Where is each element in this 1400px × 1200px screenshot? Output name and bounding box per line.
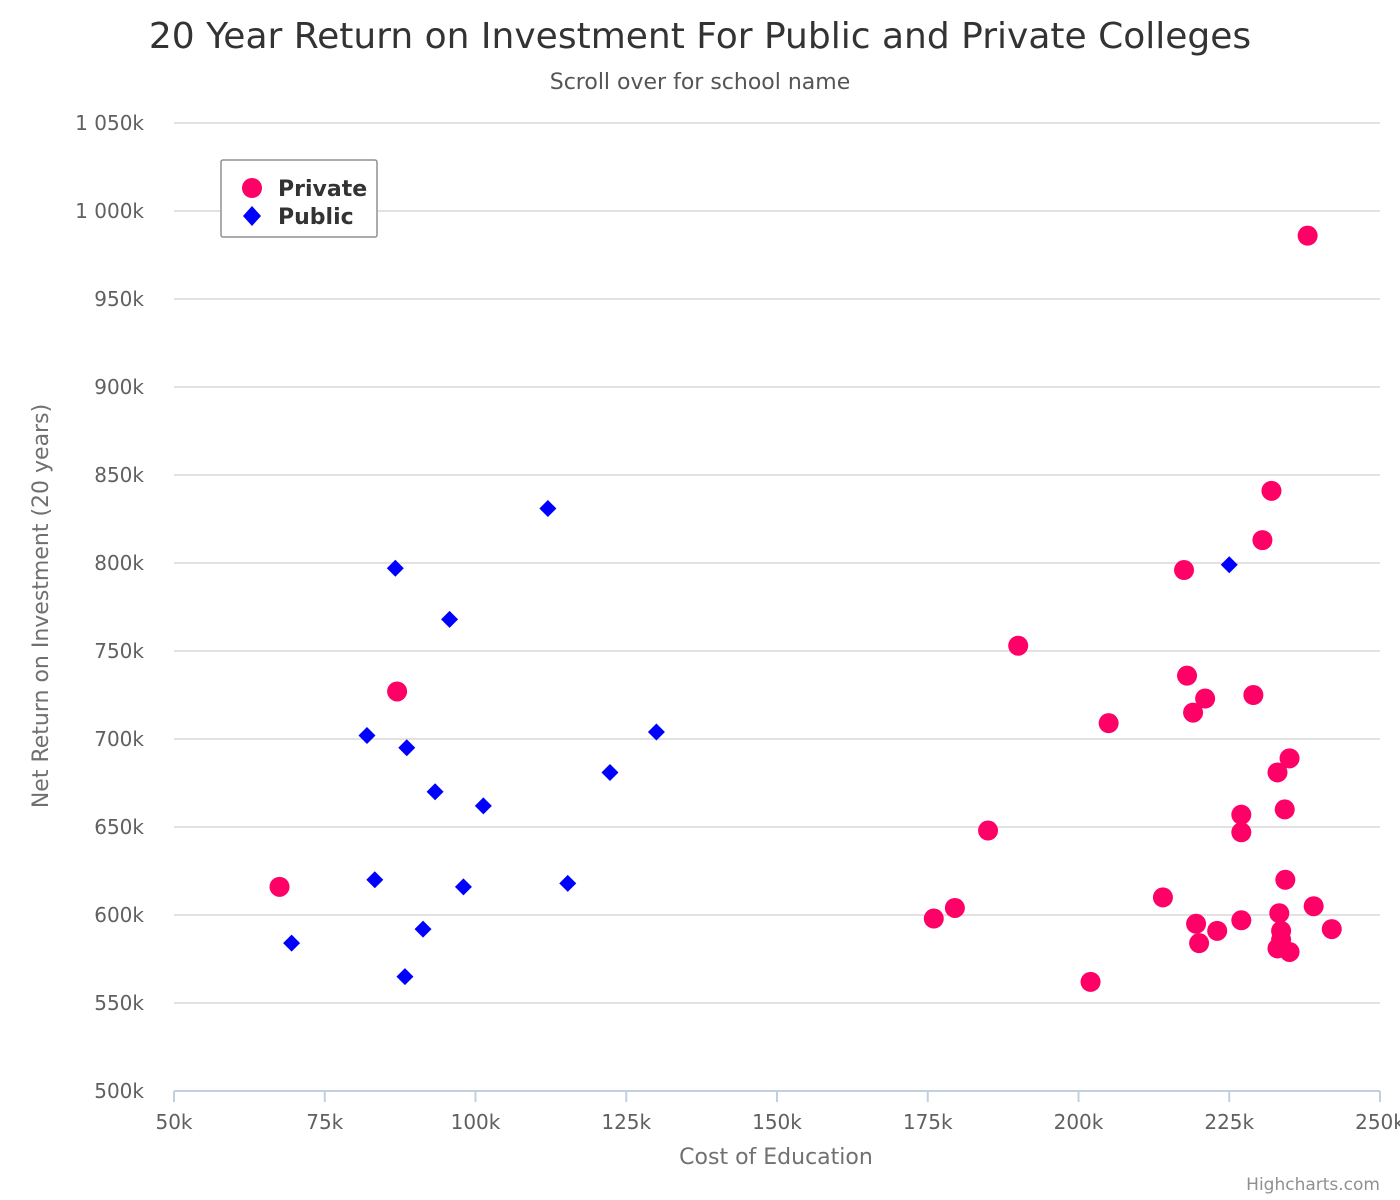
y-tick-label: 1 050k xyxy=(75,111,144,135)
x-tick-label: 250k xyxy=(1355,1110,1400,1134)
data-point-public[interactable] xyxy=(414,920,432,938)
x-tick-label: 100k xyxy=(451,1110,501,1134)
data-point-private[interactable] xyxy=(1098,713,1119,734)
series-private xyxy=(269,225,1342,992)
data-point-private[interactable] xyxy=(387,681,408,702)
data-point-public[interactable] xyxy=(601,763,619,781)
data-point-private[interactable] xyxy=(1080,971,1101,992)
x-axis xyxy=(173,1090,1381,1102)
y-tick-label: 900k xyxy=(94,375,144,399)
x-axis-title: Cost of Education xyxy=(679,1145,873,1170)
data-point-public[interactable] xyxy=(454,878,472,896)
legend-item-private[interactable]: Private xyxy=(242,177,367,202)
data-point-public[interactable] xyxy=(647,723,665,741)
data-point-private[interactable] xyxy=(1275,869,1296,890)
data-point-private[interactable] xyxy=(269,876,290,897)
data-point-private[interactable] xyxy=(1274,799,1295,820)
data-point-private[interactable] xyxy=(1231,910,1252,931)
data-point-private[interactable] xyxy=(923,908,944,929)
data-point-public[interactable] xyxy=(396,968,414,986)
y-tick-label: 850k xyxy=(94,463,144,487)
data-point-public[interactable] xyxy=(474,797,492,815)
data-point-private[interactable] xyxy=(1186,913,1207,934)
y-axis-title: Net Return on Investment (20 years) xyxy=(29,404,54,808)
y-tick-label: 650k xyxy=(94,815,144,839)
data-point-private[interactable] xyxy=(1183,702,1204,723)
legend: Private Public xyxy=(220,159,378,238)
y-tick-label: 950k xyxy=(94,287,144,311)
data-point-public[interactable] xyxy=(283,934,301,952)
x-tick-label: 75k xyxy=(306,1110,343,1134)
data-point-private[interactable] xyxy=(1207,920,1228,941)
data-point-private[interactable] xyxy=(1252,530,1273,551)
data-point-private[interactable] xyxy=(1152,887,1173,908)
data-point-public[interactable] xyxy=(366,871,384,889)
data-point-private[interactable] xyxy=(1297,225,1318,246)
data-point-private[interactable] xyxy=(1231,804,1252,825)
data-point-private[interactable] xyxy=(1174,560,1195,581)
x-tick-labels: 50k 75k 100k 125k 150k 175k 200k 225k 250k xyxy=(155,1110,1400,1134)
data-point-public[interactable] xyxy=(559,874,577,892)
y-tick-label: 600k xyxy=(94,903,144,927)
y-tick-label: 800k xyxy=(94,551,144,575)
y-tick-labels: 500k 550k 600k 650k 700k 750k 800k 850k 900k 950k… xyxy=(75,111,144,1103)
data-point-public[interactable] xyxy=(398,739,416,757)
data-point-public[interactable] xyxy=(358,726,376,744)
data-point-public[interactable] xyxy=(386,559,404,577)
x-tick-label: 200k xyxy=(1054,1110,1104,1134)
y-tick-label: 750k xyxy=(94,639,144,663)
y-gridlines xyxy=(174,122,1380,1004)
chart-title: 20 Year Return on Investment For Public … xyxy=(149,16,1251,57)
data-point-private[interactable] xyxy=(1269,903,1290,924)
series-layer xyxy=(269,225,1342,992)
x-tick-label: 150k xyxy=(752,1110,802,1134)
legend-item-public[interactable]: Public xyxy=(243,205,354,230)
data-point-private[interactable] xyxy=(1279,748,1300,769)
legend-public-marker xyxy=(243,206,261,226)
data-point-private[interactable] xyxy=(1279,941,1300,962)
data-point-private[interactable] xyxy=(1008,635,1029,656)
data-point-public[interactable] xyxy=(1220,556,1238,574)
data-point-private[interactable] xyxy=(1243,685,1264,705)
y-tick-label: 550k xyxy=(94,991,144,1015)
data-point-private[interactable] xyxy=(1195,688,1216,709)
y-tick-label: 1 000k xyxy=(75,199,144,223)
data-point-private[interactable] xyxy=(1321,919,1342,940)
data-point-public[interactable] xyxy=(539,499,557,517)
credits-link[interactable]: Highcharts.com xyxy=(1246,1175,1380,1195)
legend-private-marker xyxy=(242,178,262,198)
data-point-private[interactable] xyxy=(978,820,999,841)
x-tick-label: 175k xyxy=(903,1110,953,1134)
x-tick-label: 50k xyxy=(155,1110,192,1134)
legend-box xyxy=(220,159,378,238)
legend-private-label: Private xyxy=(278,177,367,202)
data-point-private[interactable] xyxy=(1189,933,1210,954)
x-tick-label: 225k xyxy=(1204,1110,1254,1134)
data-point-public[interactable] xyxy=(441,610,459,628)
data-point-private[interactable] xyxy=(944,897,965,918)
series-public xyxy=(283,499,1238,986)
data-point-public[interactable] xyxy=(426,783,444,801)
legend-public-label: Public xyxy=(278,205,354,230)
data-point-private[interactable] xyxy=(1267,762,1288,783)
data-point-private[interactable] xyxy=(1303,896,1324,917)
data-point-private[interactable] xyxy=(1261,480,1282,501)
chart-subtitle: Scroll over for school name xyxy=(550,70,851,95)
y-tick-label: 500k xyxy=(94,1079,144,1103)
x-tick-label: 125k xyxy=(601,1110,651,1134)
data-point-private[interactable] xyxy=(1177,665,1198,686)
y-tick-label: 700k xyxy=(94,727,144,751)
data-point-private[interactable] xyxy=(1231,822,1252,843)
